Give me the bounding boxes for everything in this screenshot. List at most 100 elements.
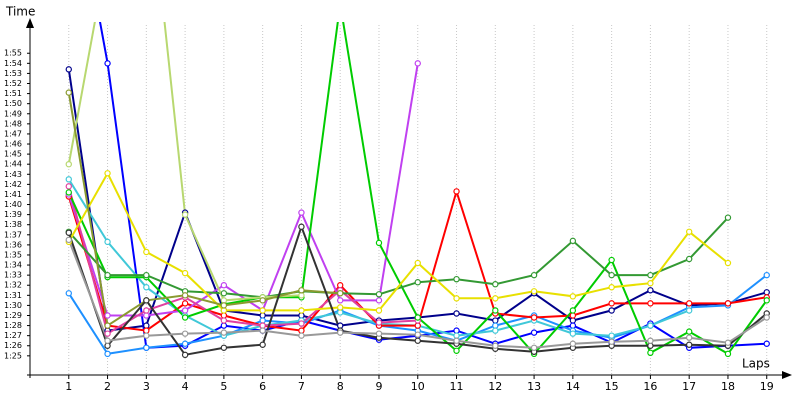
point-marker bbox=[685, 255, 693, 263]
point-marker bbox=[337, 322, 344, 329]
point-marker bbox=[104, 60, 111, 67]
point-marker bbox=[181, 314, 189, 321]
point-marker bbox=[608, 338, 615, 345]
point-marker bbox=[724, 300, 732, 307]
point-marker bbox=[143, 271, 150, 279]
point-marker bbox=[414, 314, 421, 321]
x-tick-label: 4 bbox=[182, 380, 189, 393]
point-marker bbox=[763, 289, 770, 296]
x-tick-label: 5 bbox=[220, 380, 227, 393]
y-tick-label: 1:31 bbox=[4, 291, 22, 300]
point-marker bbox=[647, 342, 654, 349]
point-marker bbox=[647, 300, 654, 307]
y-tick-label: 1:42 bbox=[4, 180, 22, 189]
x-tick-label: 8 bbox=[337, 380, 344, 393]
point-marker bbox=[220, 317, 228, 324]
point-marker bbox=[337, 329, 344, 336]
point-marker bbox=[569, 307, 577, 314]
point-marker bbox=[569, 293, 577, 300]
point-marker bbox=[220, 312, 228, 319]
y-tick-label: 1:40 bbox=[4, 200, 22, 209]
point-marker bbox=[492, 327, 499, 334]
y-tick-label: 1:30 bbox=[4, 301, 22, 310]
y-tick-label: 1:33 bbox=[4, 271, 22, 280]
point-marker bbox=[569, 322, 577, 329]
y-tick-label: 1:45 bbox=[4, 150, 22, 159]
y-tick-label: 1:52 bbox=[4, 79, 22, 88]
x-tick-label: 12 bbox=[488, 380, 502, 393]
point-marker bbox=[375, 239, 383, 247]
point-marker bbox=[259, 297, 266, 304]
point-marker bbox=[181, 351, 189, 359]
point-marker bbox=[65, 236, 72, 244]
point-marker bbox=[298, 307, 305, 314]
y-tick-label: 1:51 bbox=[4, 89, 22, 98]
point-marker bbox=[453, 310, 460, 317]
point-marker bbox=[298, 287, 305, 294]
point-marker bbox=[220, 344, 228, 351]
point-marker bbox=[569, 312, 577, 319]
y-tick-label: 1:46 bbox=[4, 140, 22, 149]
point-marker bbox=[492, 295, 499, 302]
point-marker bbox=[143, 297, 150, 304]
point-marker bbox=[143, 307, 150, 314]
point-marker bbox=[104, 170, 111, 177]
y-tick-label: 1:32 bbox=[4, 281, 22, 290]
point-marker bbox=[143, 248, 150, 256]
series-line bbox=[67, 171, 729, 312]
y-tick-label: 1:39 bbox=[4, 210, 22, 219]
point-marker bbox=[530, 288, 538, 295]
y-tick-label: 1:38 bbox=[4, 220, 22, 229]
point-marker bbox=[337, 304, 344, 311]
x-tick-label: 1 bbox=[65, 380, 72, 393]
point-marker bbox=[375, 297, 383, 304]
series-line bbox=[67, 92, 341, 328]
point-marker bbox=[143, 312, 150, 319]
point-marker bbox=[143, 284, 150, 291]
point-marker bbox=[685, 300, 693, 307]
point-marker bbox=[724, 214, 732, 221]
y-tick-label: 1:44 bbox=[4, 160, 22, 169]
x-axis-arrow bbox=[782, 371, 792, 379]
point-marker bbox=[259, 317, 266, 324]
point-marker bbox=[763, 297, 770, 304]
point-marker bbox=[65, 160, 72, 168]
point-marker bbox=[143, 322, 150, 329]
point-marker bbox=[337, 309, 344, 316]
point-marker bbox=[65, 229, 72, 236]
point-marker bbox=[181, 300, 189, 307]
point-marker bbox=[685, 341, 693, 348]
x-tick-label: 14 bbox=[566, 380, 580, 393]
point-marker bbox=[375, 291, 383, 298]
point-marker bbox=[104, 337, 111, 344]
point-marker bbox=[337, 282, 344, 289]
point-marker bbox=[647, 322, 654, 329]
point-marker bbox=[181, 307, 189, 314]
y-tick-label: 1:48 bbox=[4, 119, 22, 128]
y-tick-label: 1:34 bbox=[4, 261, 22, 270]
point-marker bbox=[220, 307, 228, 314]
point-marker bbox=[65, 89, 72, 96]
point-marker bbox=[724, 339, 732, 346]
x-tick-label: 19 bbox=[760, 380, 774, 393]
x-tick-label: 2 bbox=[104, 380, 111, 393]
point-marker bbox=[492, 317, 499, 324]
point-marker bbox=[569, 330, 577, 337]
point-marker bbox=[104, 322, 111, 329]
point-marker bbox=[143, 332, 150, 339]
x-tick-label: 9 bbox=[375, 380, 382, 393]
point-marker bbox=[143, 327, 150, 334]
point-marker bbox=[453, 347, 460, 354]
point-marker bbox=[569, 340, 577, 347]
point-marker bbox=[453, 188, 460, 195]
point-marker bbox=[724, 259, 732, 267]
point-marker bbox=[298, 327, 305, 334]
point-marker bbox=[414, 322, 421, 329]
point-marker bbox=[337, 290, 344, 297]
point-marker bbox=[685, 307, 693, 314]
point-marker bbox=[259, 322, 266, 329]
y-tick-label: 1:27 bbox=[4, 331, 22, 340]
x-tick-label: 18 bbox=[721, 380, 735, 393]
plot-area bbox=[65, 22, 770, 359]
